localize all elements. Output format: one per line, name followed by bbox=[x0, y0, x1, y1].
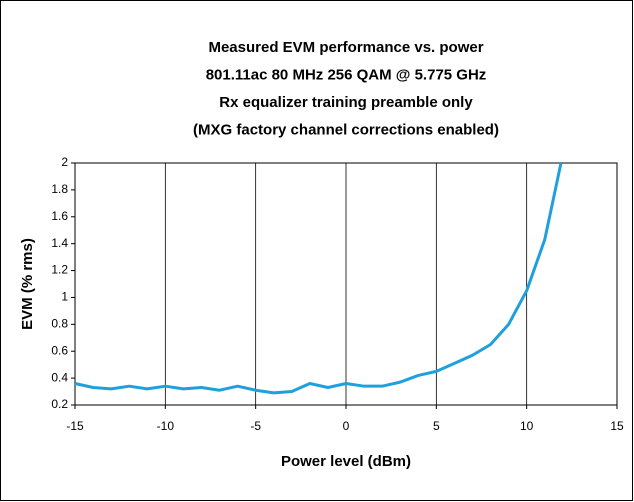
x-tick-label: 15 bbox=[610, 419, 624, 433]
x-axis-title: Power level (dBm) bbox=[281, 453, 411, 470]
chart-title: Rx equalizer training preamble only bbox=[219, 94, 473, 111]
y-tick-label: 0.2 bbox=[51, 397, 68, 411]
y-tick-label: 1.8 bbox=[51, 182, 68, 196]
y-tick-label: 1 bbox=[61, 290, 68, 304]
y-tick-label: 2 bbox=[61, 155, 68, 169]
x-tick-label: -10 bbox=[157, 419, 175, 433]
y-tick-label: 0.6 bbox=[51, 343, 68, 357]
chart-title: 801.11ac 80 MHz 256 QAM @ 5.775 GHz bbox=[206, 66, 487, 83]
data-line bbox=[74, 162, 563, 395]
chart-title: (MXG factory channel corrections enabled… bbox=[193, 121, 499, 138]
y-tick-label: 1.2 bbox=[51, 263, 68, 277]
y-tick-label: 1.4 bbox=[51, 236, 68, 250]
y-tick-label: 0.4 bbox=[51, 370, 68, 384]
y-tick-label: 0.8 bbox=[51, 317, 68, 331]
y-axis-title: EVM (% rms) bbox=[19, 238, 36, 330]
x-tick-label: -5 bbox=[250, 419, 261, 433]
x-tick-label: 10 bbox=[520, 419, 534, 433]
x-tick-label: -15 bbox=[66, 419, 84, 433]
x-tick-label: 5 bbox=[433, 419, 440, 433]
chart-title: Measured EVM performance vs. power bbox=[208, 39, 483, 56]
y-tick-label: 1.6 bbox=[51, 209, 68, 223]
x-tick-label: 0 bbox=[343, 419, 350, 433]
